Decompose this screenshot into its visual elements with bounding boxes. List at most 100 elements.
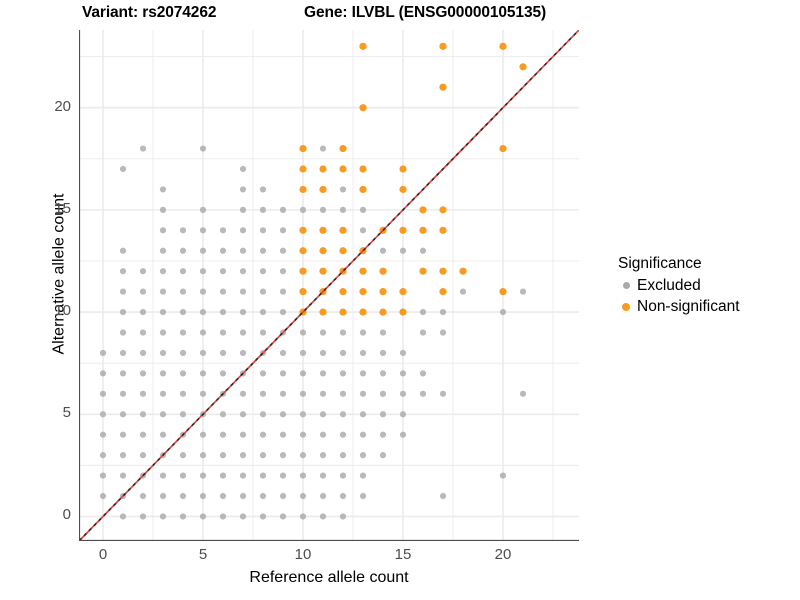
data-point <box>199 268 207 275</box>
data-point <box>179 268 187 275</box>
data-point <box>299 390 307 397</box>
data-point <box>219 247 227 254</box>
data-point <box>159 288 167 295</box>
data-point <box>419 226 427 234</box>
data-point <box>119 349 127 357</box>
data-point <box>199 247 207 254</box>
x-tick-label: 20 <box>494 546 512 563</box>
data-point <box>319 513 327 520</box>
data-point <box>439 308 447 316</box>
data-point <box>339 329 347 336</box>
data-point <box>299 144 307 153</box>
data-point <box>159 268 167 275</box>
legend-label: Excluded <box>637 276 701 294</box>
data-point <box>159 227 167 234</box>
data-point <box>139 308 147 316</box>
data-point <box>199 329 207 336</box>
data-point <box>299 329 307 336</box>
legend-dot <box>622 282 630 289</box>
data-point <box>339 165 347 173</box>
data-point <box>259 411 267 418</box>
data-point <box>139 145 147 152</box>
data-point <box>359 104 367 112</box>
data-point <box>499 472 507 479</box>
data-point <box>179 411 187 418</box>
data-point <box>319 226 327 234</box>
data-point <box>359 185 367 194</box>
data-point <box>379 247 387 254</box>
data-point <box>119 308 127 316</box>
data-point <box>139 268 147 275</box>
data-point <box>339 513 347 520</box>
data-point <box>219 472 227 479</box>
data-point <box>159 370 167 377</box>
data-point <box>119 370 127 377</box>
x-tick-label: 15 <box>394 546 412 563</box>
data-point <box>359 349 367 357</box>
data-point <box>119 247 127 254</box>
data-point <box>239 247 247 254</box>
data-point <box>299 247 307 255</box>
data-point <box>239 411 247 418</box>
data-point <box>159 247 167 254</box>
data-point <box>159 390 167 397</box>
data-point <box>319 452 327 459</box>
data-point <box>259 431 267 438</box>
data-point <box>359 329 367 336</box>
data-point <box>219 308 227 316</box>
data-point <box>239 492 247 500</box>
data-point <box>259 268 267 275</box>
data-point <box>359 390 367 397</box>
reference-lines <box>79 30 579 541</box>
data-point <box>339 308 347 316</box>
data-point <box>439 492 447 500</box>
variant-title: Variant: rs2074262 <box>82 4 217 21</box>
data-point <box>299 411 307 418</box>
data-point <box>279 247 287 254</box>
data-point <box>259 370 267 377</box>
data-point <box>339 370 347 377</box>
data-point <box>339 492 347 500</box>
data-point <box>99 370 107 377</box>
data-point <box>359 42 367 50</box>
data-point <box>379 452 387 459</box>
data-point <box>359 227 367 234</box>
data-point <box>119 513 127 520</box>
data-point <box>139 370 147 377</box>
legend-item-non-significant[interactable]: Non-significant <box>618 296 798 317</box>
data-point <box>399 247 407 254</box>
data-point <box>219 431 227 438</box>
data-point <box>339 390 347 397</box>
data-point <box>139 349 147 357</box>
data-point <box>319 492 327 500</box>
data-point <box>119 411 127 418</box>
data-point <box>199 288 207 295</box>
legend-item-excluded[interactable]: Excluded <box>618 275 798 296</box>
data-point <box>379 431 387 438</box>
data-point <box>259 288 267 295</box>
data-point <box>219 492 227 500</box>
x-tick-label: 10 <box>294 546 312 563</box>
data-point <box>399 431 407 438</box>
data-point <box>99 431 107 438</box>
data-point <box>179 247 187 254</box>
data-point <box>399 165 407 173</box>
data-point <box>199 390 207 397</box>
data-point <box>459 288 467 295</box>
data-point <box>119 472 127 479</box>
data-point <box>159 492 167 500</box>
data-point <box>99 492 107 500</box>
data-point <box>139 431 147 438</box>
data-point <box>99 411 107 418</box>
data-point <box>339 431 347 438</box>
data-point <box>419 370 427 377</box>
data-point <box>319 165 327 173</box>
data-point <box>299 165 307 173</box>
data-point <box>219 513 227 520</box>
data-point <box>239 329 247 336</box>
data-point <box>419 329 427 336</box>
data-point <box>339 144 347 153</box>
data-point <box>219 268 227 275</box>
data-point <box>319 411 327 418</box>
data-point <box>519 63 527 71</box>
